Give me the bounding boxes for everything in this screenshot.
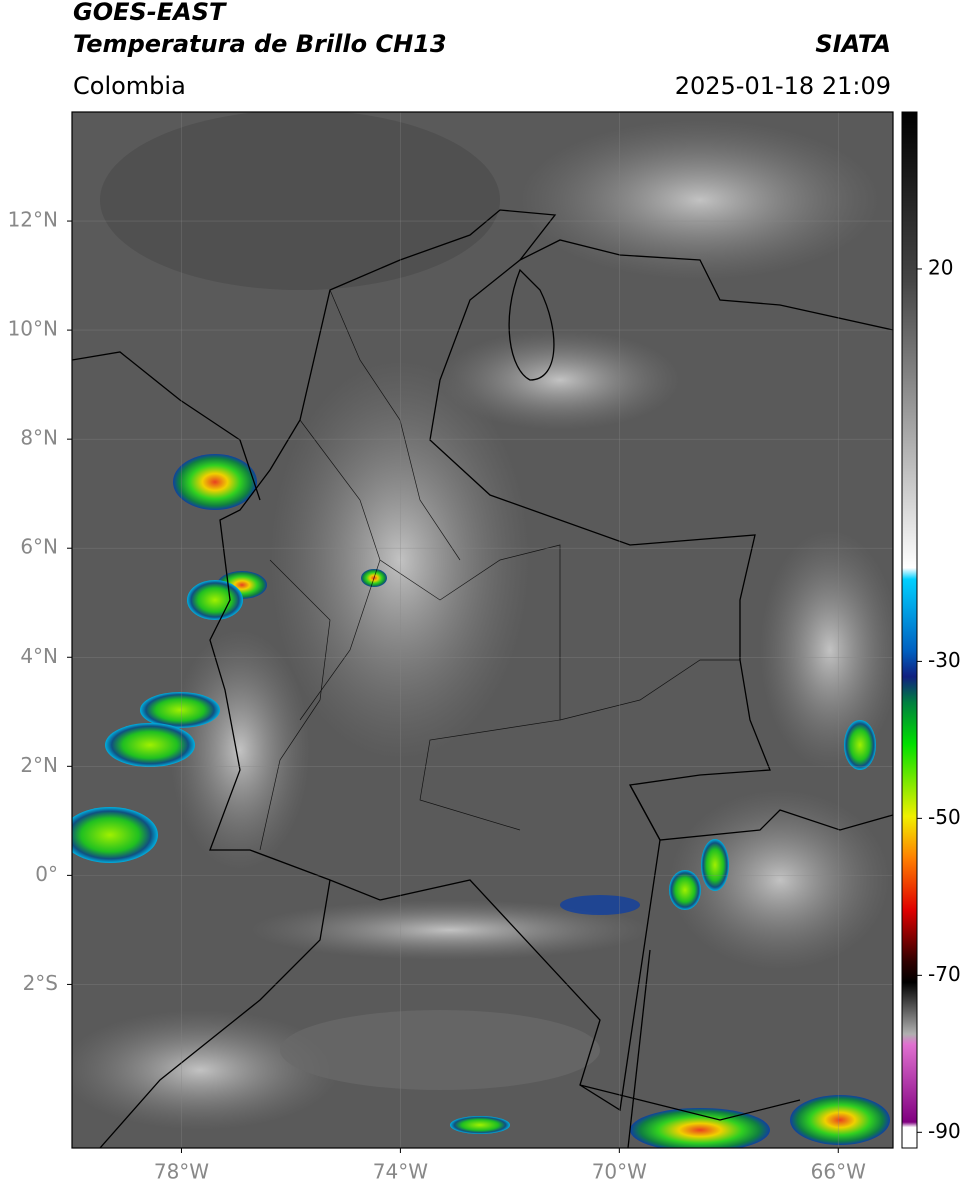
lon-tick-label: 70°W: [592, 1160, 647, 1184]
lon-tick-label: 66°W: [811, 1160, 866, 1184]
title: GOES-EAST: [73, 0, 227, 26]
graticule: [72, 112, 893, 1148]
subtitle: Temperatura de Brillo CH13: [73, 30, 447, 58]
lat-tick-label: 8°N: [20, 426, 58, 450]
colorbar-tick-label: -50: [928, 805, 961, 829]
lat-tick-label: 6°N: [20, 535, 58, 559]
lat-tick-label: 2°N: [20, 753, 58, 777]
lat-tick-label: 10°N: [8, 317, 58, 341]
lat-tick-label: 2°S: [23, 971, 58, 995]
lat-tick-label: 4°N: [20, 644, 58, 668]
lat-tick-label: 0°: [35, 862, 58, 886]
region: Colombia: [73, 72, 186, 100]
colorbar-tick-label: -90: [928, 1119, 961, 1143]
colorbar: [901, 111, 918, 1149]
colorbar-tick-label: -70: [928, 962, 961, 986]
lon-tick-label: 78°W: [154, 1160, 209, 1184]
lat-tick-label: 12°N: [8, 208, 58, 232]
satellite-image: [72, 112, 893, 1148]
lon-tick-label: 74°W: [373, 1160, 428, 1184]
source: SIATA: [815, 30, 891, 58]
colorbar-tick-label: 20: [928, 255, 953, 279]
colorbar-tick-label: -30: [928, 648, 961, 672]
map-frame: [71, 111, 894, 1149]
timestamp: 2025-01-18 21:09: [675, 72, 891, 100]
